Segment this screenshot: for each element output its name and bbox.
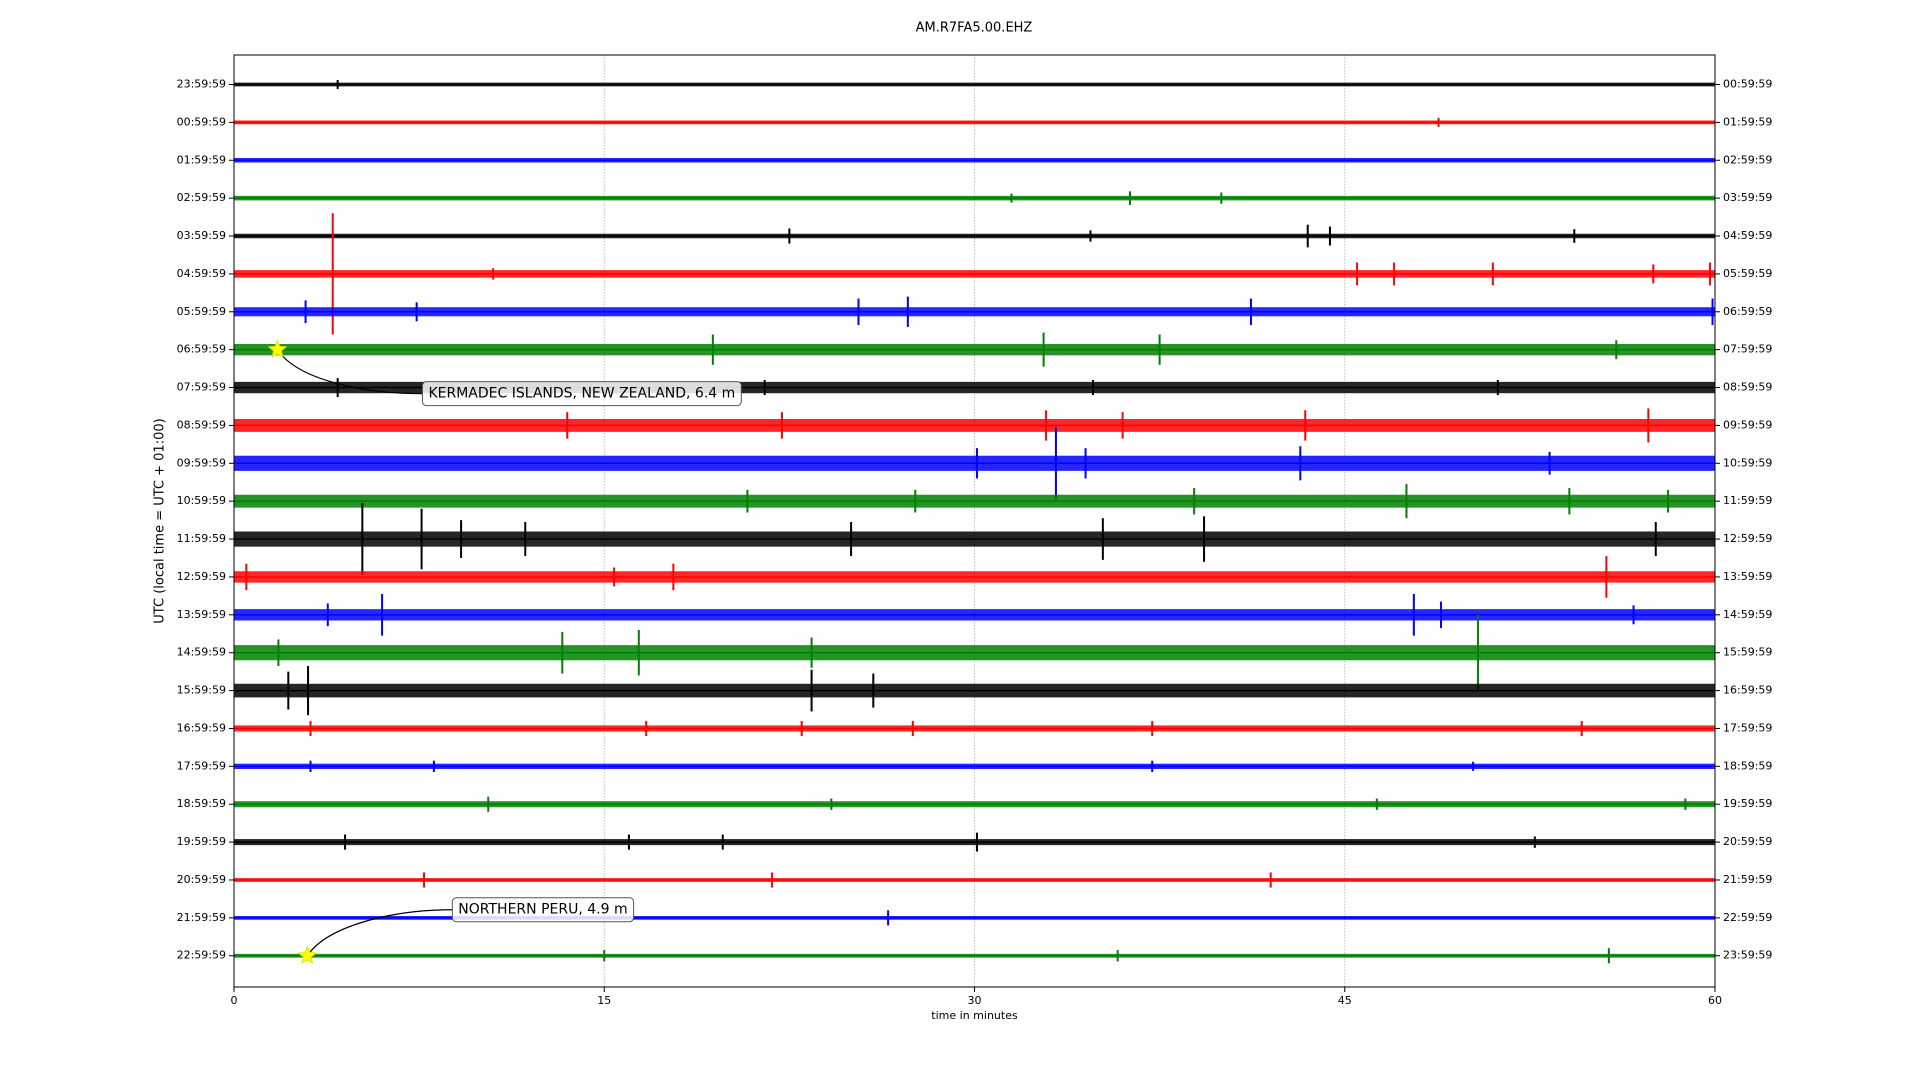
y2-tick-label: 01:59:59 (1723, 115, 1772, 128)
chart-title: AM.R7FA5.00.EHZ (916, 21, 1033, 36)
y-tick-label: 20:59:59 (177, 873, 226, 886)
x-tick-label: 15 (597, 994, 611, 1007)
x-tick-label: 30 (968, 994, 982, 1007)
y-tick-label: 02:59:59 (177, 191, 226, 204)
x-tick-label: 0 (231, 994, 238, 1007)
y2-tick-label: 06:59:59 (1723, 305, 1772, 318)
y2-tick-label: 12:59:59 (1723, 532, 1772, 545)
annotation-label: NORTHERN PERU, 4.9 m (458, 902, 627, 918)
annotation-box (451, 897, 635, 923)
y2-tick-label: 22:59:59 (1723, 911, 1772, 924)
event-marker (267, 339, 288, 358)
annotation-box (421, 381, 742, 407)
y2-tick-label: 17:59:59 (1723, 721, 1772, 734)
y-tick-label: 16:59:59 (177, 721, 226, 734)
y2-tick-label: 23:59:59 (1723, 949, 1772, 962)
y2-tick-label: 16:59:59 (1723, 684, 1772, 697)
y-tick-label: 14:59:59 (177, 646, 226, 659)
y-tick-label: 19:59:59 (177, 835, 226, 848)
y-tick-label: 04:59:59 (177, 267, 226, 280)
y2-tick-label: 14:59:59 (1723, 608, 1772, 621)
plot-frame (233, 54, 1716, 988)
y2-tick-label: 04:59:59 (1723, 229, 1772, 242)
y2-tick-label: 15:59:59 (1723, 646, 1772, 659)
y2-tick-label: 07:59:59 (1723, 343, 1772, 356)
x-tick-label: 45 (1338, 994, 1352, 1007)
y-tick-label: 15:59:59 (177, 684, 226, 697)
x-axis-label: time in minutes (931, 1009, 1018, 1022)
y-tick-label: 07:59:59 (177, 381, 226, 394)
y-tick-label: 21:59:59 (177, 911, 226, 924)
y-tick-label: 10:59:59 (177, 494, 226, 507)
annotation-arrow (276, 349, 423, 395)
y-tick-label: 18:59:59 (177, 797, 226, 810)
y-tick-label: 11:59:59 (177, 532, 226, 545)
y2-tick-label: 18:59:59 (1723, 759, 1772, 772)
y-tick-label: 08:59:59 (177, 418, 226, 431)
y-tick-label: 01:59:59 (177, 153, 226, 166)
y2-tick-label: 02:59:59 (1723, 153, 1772, 166)
x-tick-label: 60 (1708, 994, 1722, 1007)
y2-tick-label: 21:59:59 (1723, 873, 1772, 886)
y-tick-label: 12:59:59 (177, 570, 226, 583)
y-tick-label: 13:59:59 (177, 608, 226, 621)
y-tick-label: 06:59:59 (177, 343, 226, 356)
y2-tick-label: 19:59:59 (1723, 797, 1772, 810)
y-tick-label: 09:59:59 (177, 456, 226, 469)
y2-tick-label: 11:59:59 (1723, 494, 1772, 507)
y-tick-label: 23:59:59 (177, 78, 226, 91)
y2-tick-label: 20:59:59 (1723, 835, 1772, 848)
y2-tick-label: 03:59:59 (1723, 191, 1772, 204)
annotation-arrow (306, 909, 453, 957)
y2-tick-label: 13:59:59 (1723, 570, 1772, 583)
y2-tick-label: 00:59:59 (1723, 78, 1772, 91)
annotation-label: KERMADEC ISLANDS, NEW ZEALAND, 6.4 m (428, 386, 735, 402)
event-marker (297, 945, 318, 965)
y2-tick-label: 09:59:59 (1723, 418, 1772, 431)
y-axis-label: UTC (local time = UTC + 01:00) (153, 418, 168, 623)
y-tick-label: 03:59:59 (177, 229, 226, 242)
y2-tick-label: 10:59:59 (1723, 456, 1772, 469)
y-tick-label: 22:59:59 (177, 949, 226, 962)
y2-tick-label: 08:59:59 (1723, 381, 1772, 394)
y2-tick-label: 05:59:59 (1723, 267, 1772, 280)
y-tick-label: 05:59:59 (177, 305, 226, 318)
y-tick-label: 00:59:59 (177, 115, 226, 128)
y-tick-label: 17:59:59 (177, 759, 226, 772)
